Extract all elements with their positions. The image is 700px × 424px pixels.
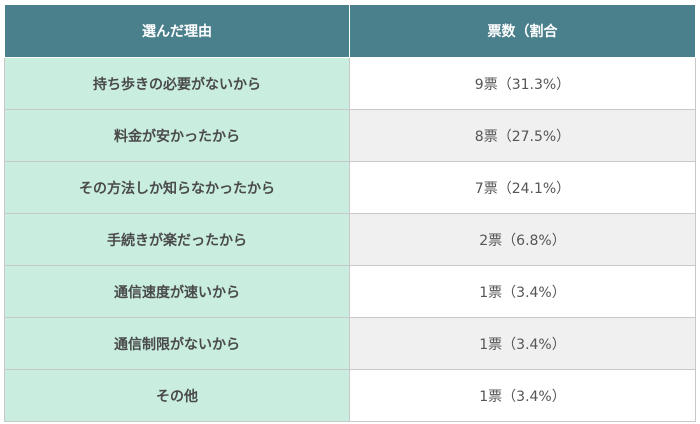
table-row: その他 1票（3.4%） (4, 369, 696, 422)
reason-cell: その方法しか知らなかったから (4, 161, 350, 214)
header-reason: 選んだ理由 (4, 4, 350, 58)
reason-cell: 通信制限がないから (4, 317, 350, 370)
table-row: 持ち歩きの必要がないから 9票（31.3%） (4, 57, 696, 110)
votes-cell: 2票（6.8%） (349, 213, 696, 266)
reason-cell: 持ち歩きの必要がないから (4, 57, 350, 110)
votes-cell: 1票（3.4%） (349, 265, 696, 318)
results-table: 選んだ理由 票数（割合 持ち歩きの必要がないから 9票（31.3%） 料金が安か… (4, 4, 696, 422)
votes-cell: 9票（31.3%） (349, 57, 696, 110)
table-row: 料金が安かったから 8票（27.5%） (4, 109, 696, 162)
header-votes: 票数（割合 (349, 4, 696, 58)
table-row: 手続きが楽だったから 2票（6.8%） (4, 213, 696, 266)
reason-cell: 手続きが楽だったから (4, 213, 350, 266)
votes-cell: 1票（3.4%） (349, 317, 696, 370)
table-row: 通信制限がないから 1票（3.4%） (4, 317, 696, 370)
reason-cell: 料金が安かったから (4, 109, 350, 162)
votes-cell: 8票（27.5%） (349, 109, 696, 162)
table-header-row: 選んだ理由 票数（割合 (4, 4, 696, 58)
table-row: 通信速度が速いから 1票（3.4%） (4, 265, 696, 318)
results-table-container: 選んだ理由 票数（割合 持ち歩きの必要がないから 9票（31.3%） 料金が安か… (4, 4, 696, 422)
table-row: その方法しか知らなかったから 7票（24.1%） (4, 161, 696, 214)
reason-cell: その他 (4, 369, 350, 422)
reason-cell: 通信速度が速いから (4, 265, 350, 318)
votes-cell: 1票（3.4%） (349, 369, 696, 422)
votes-cell: 7票（24.1%） (349, 161, 696, 214)
